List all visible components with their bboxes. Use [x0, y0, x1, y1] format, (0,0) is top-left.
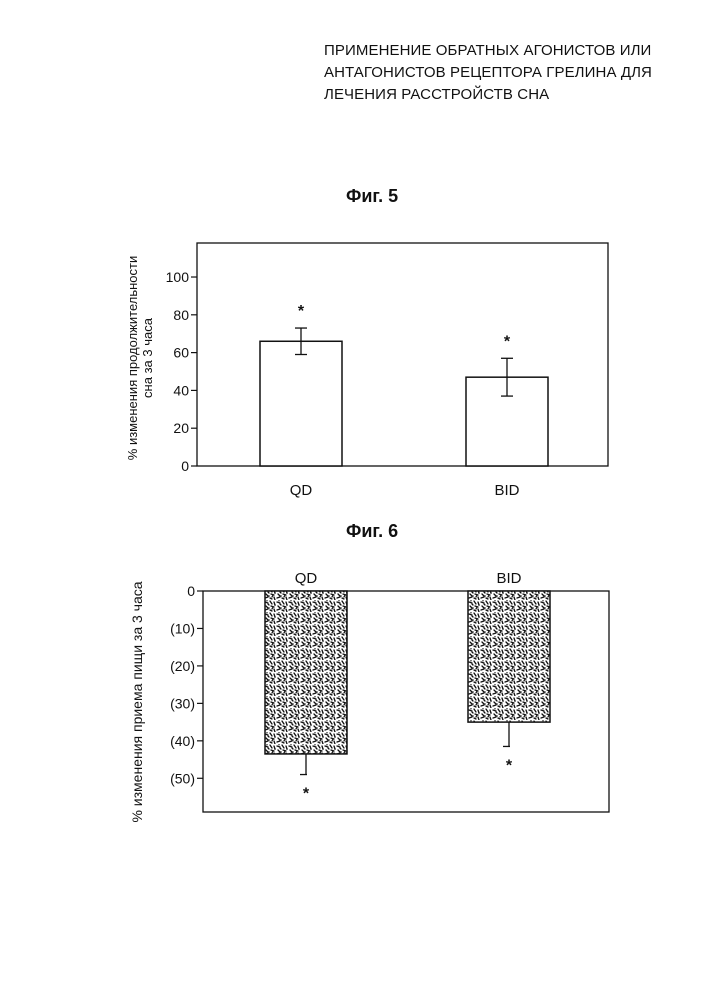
- fig6-ytick-label: (10): [170, 620, 195, 636]
- fig6-ytick-label: (20): [170, 658, 195, 674]
- fig5-ytick-label: 80: [173, 307, 189, 323]
- fig5-ytick-label: 0: [181, 458, 189, 474]
- fig5-category-bid: BID: [494, 482, 519, 499]
- figure-6-chart: 0(10)(20)(30)(40)(50) ** QDBID % изменен…: [129, 570, 609, 823]
- figure-5-chart: 020406080100 ** QDBID % изменения продол…: [125, 243, 608, 499]
- fig6-category-qd: QD: [295, 570, 318, 587]
- fig5-ytick-label: 60: [173, 345, 189, 361]
- fig5-significance-qd: *: [298, 303, 305, 320]
- fig6-category-bid: BID: [496, 570, 521, 587]
- fig5-y-axis-title: % изменения продолжительности сна за 3 ч…: [125, 256, 155, 460]
- fig6-ytick-label: 0: [187, 583, 195, 599]
- fig5-y-axis: 0 20 40 60 80 100: [166, 269, 197, 474]
- fig5-bar-qd: [260, 341, 342, 466]
- fig6-ytick-label: (30): [170, 695, 195, 711]
- fig5-ylabel-line-1: % изменения продолжительности: [125, 256, 140, 460]
- fig5-ytick-label: 20: [173, 420, 189, 436]
- fig6-error-bar-qd: [300, 754, 307, 775]
- fig6-x-axis: QD BID: [295, 570, 522, 587]
- fig5-x-axis: QD BID: [290, 482, 520, 499]
- fig6-error-bar-bid: [503, 722, 510, 746]
- fig5-significance-bid: *: [504, 333, 511, 350]
- fig5-ylabel-line-2: сна за 3 часа: [140, 317, 155, 398]
- fig5-ytick-label: 40: [173, 382, 189, 398]
- fig6-y-axis-title: % изменения приема пищи за 3 часа: [129, 581, 145, 822]
- fig6-significance-qd: *: [303, 786, 310, 803]
- fig6-ylabel-line-1: % изменения приема пищи за 3 часа: [129, 581, 145, 822]
- fig6-bars: **: [265, 591, 550, 803]
- fig6-bar-bid: [468, 591, 550, 722]
- fig6-ytick-label: (40): [170, 733, 195, 749]
- fig5-bars: **: [260, 303, 548, 466]
- fig6-significance-bid: *: [506, 757, 513, 774]
- fig5-category-qd: QD: [290, 482, 313, 499]
- fig6-bar-qd: [265, 591, 347, 754]
- fig6-ytick-label: (50): [170, 770, 195, 786]
- fig5-ytick-label: 100: [166, 269, 190, 285]
- fig6-y-axis: 0 (10) (20) (30) (40) (50): [170, 583, 203, 786]
